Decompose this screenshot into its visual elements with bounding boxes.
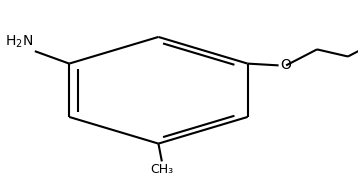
Text: $\mathregular{H_2N}$: $\mathregular{H_2N}$ (5, 34, 33, 50)
Text: O: O (280, 58, 291, 72)
Text: CH₃: CH₃ (150, 163, 173, 176)
